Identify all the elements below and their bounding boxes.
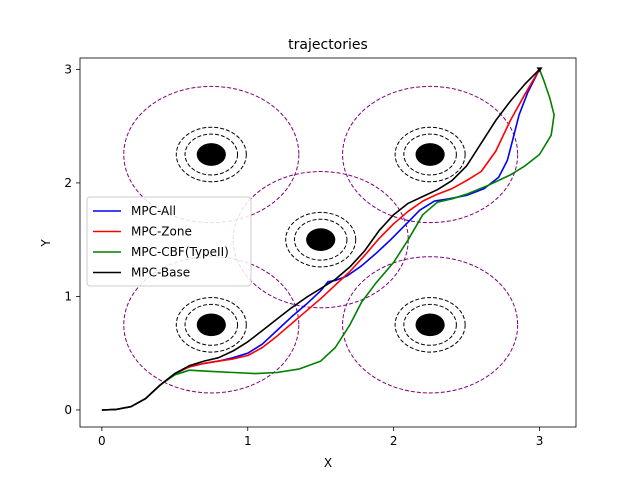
axes-frame — [79, 57, 577, 428]
safety-ring — [403, 133, 457, 176]
y-tick-label: 3 — [64, 62, 72, 76]
safety-ring — [285, 211, 357, 268]
zone-circle — [342, 85, 519, 224]
safety-ring — [403, 303, 457, 346]
series-line-mpc-base — [101, 68, 541, 411]
safety-ring — [184, 133, 239, 176]
y-axis-label: Y — [39, 239, 53, 248]
x-tick-label: 2 — [390, 434, 398, 448]
legend-label: MPC-CBF(TypeII) — [131, 245, 229, 259]
obstacle-3 — [306, 228, 336, 252]
x-axis-label: X — [324, 456, 332, 470]
goal-marker — [536, 67, 543, 73]
safety-ring — [184, 303, 239, 346]
y-tick-label: 0 — [64, 403, 72, 417]
zone-circle — [342, 256, 519, 394]
axis-ticks: 0 1 2 3 0 1 2 3 — [64, 62, 543, 448]
series-line-mpc-cbf-typeii- — [101, 69, 555, 411]
safety-ring — [394, 126, 466, 183]
safety-ring — [394, 297, 466, 353]
y-tick-label: 1 — [64, 289, 72, 303]
obstacle-4 — [415, 143, 445, 166]
x-tick-label: 3 — [536, 434, 544, 448]
plot-area — [101, 67, 555, 411]
legend-label: MPC-Base — [131, 266, 190, 280]
y-tick-label: 2 — [64, 176, 72, 190]
legend-label: MPC-Zone — [131, 225, 192, 239]
legend: MPC-All MPC-Zone MPC-CBF(TypeII) MPC-Base — [86, 196, 252, 287]
obstacle-1 — [196, 313, 226, 337]
x-tick-label: 1 — [244, 434, 252, 448]
obstacle-2 — [196, 143, 226, 166]
x-tick-label: 0 — [98, 434, 106, 448]
obstacle-5 — [415, 313, 445, 337]
legend-box — [86, 196, 252, 287]
safety-ring — [293, 218, 348, 261]
safety-ring — [175, 126, 247, 183]
safety-ring — [175, 297, 247, 353]
chart-title: trajectories — [288, 37, 368, 53]
legend-label: MPC-All — [131, 204, 176, 218]
